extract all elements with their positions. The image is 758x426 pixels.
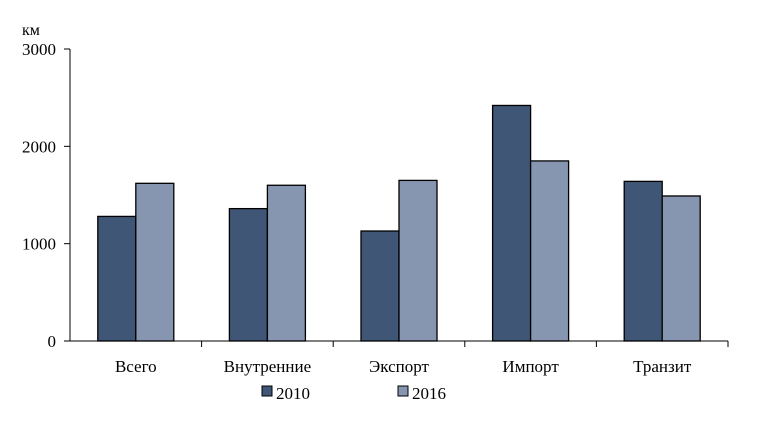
- y-tick-label: 1000: [22, 235, 56, 254]
- bar-2016-4: [661, 195, 701, 342]
- legend-swatch-2016: [397, 385, 409, 397]
- y-axis-unit-label: км: [22, 22, 40, 39]
- bar-2016-0: [135, 182, 175, 342]
- x-axis-labels: Всего Внутренние Экспорт Импорт Транзит: [115, 341, 729, 376]
- x-category-label: Экспорт: [369, 357, 429, 376]
- y-tick-label: 2000: [22, 137, 56, 156]
- x-category-label: Всего: [115, 357, 157, 376]
- bar-2010-2: [360, 230, 400, 342]
- y-tick-label: 3000: [22, 40, 56, 59]
- bars: [97, 104, 701, 342]
- bar-2016-3: [529, 160, 570, 342]
- bar-2010-3: [491, 104, 532, 342]
- bar-2016-1: [266, 184, 307, 342]
- bar-2016-2: [398, 179, 438, 342]
- bar-2010-1: [228, 207, 269, 342]
- legend: 2010 2016: [261, 384, 446, 403]
- legend-swatch-2010: [261, 385, 273, 397]
- y-axis-ticks: 0 1000 2000 3000: [22, 40, 70, 351]
- x-category-label: Внутренние: [224, 357, 311, 376]
- legend-label-2016: 2016: [412, 384, 446, 403]
- bar-2010-0: [97, 215, 137, 342]
- x-category-label: Транзит: [633, 357, 692, 376]
- x-category-label: Импорт: [502, 357, 559, 376]
- y-tick-label: 0: [48, 332, 57, 351]
- legend-label-2010: 2010: [276, 384, 310, 403]
- bar-2010-4: [623, 180, 663, 342]
